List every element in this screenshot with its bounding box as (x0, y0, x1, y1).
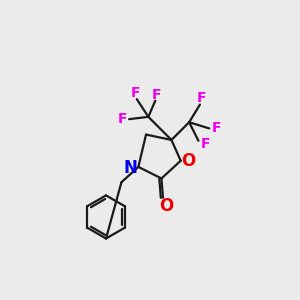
Text: F: F (197, 92, 206, 105)
Text: N: N (124, 159, 138, 177)
Text: O: O (181, 152, 196, 170)
Text: F: F (201, 137, 210, 151)
Text: F: F (152, 88, 162, 101)
Text: F: F (130, 86, 140, 100)
Text: O: O (159, 197, 173, 215)
Text: F: F (212, 122, 221, 135)
Text: F: F (117, 112, 127, 126)
